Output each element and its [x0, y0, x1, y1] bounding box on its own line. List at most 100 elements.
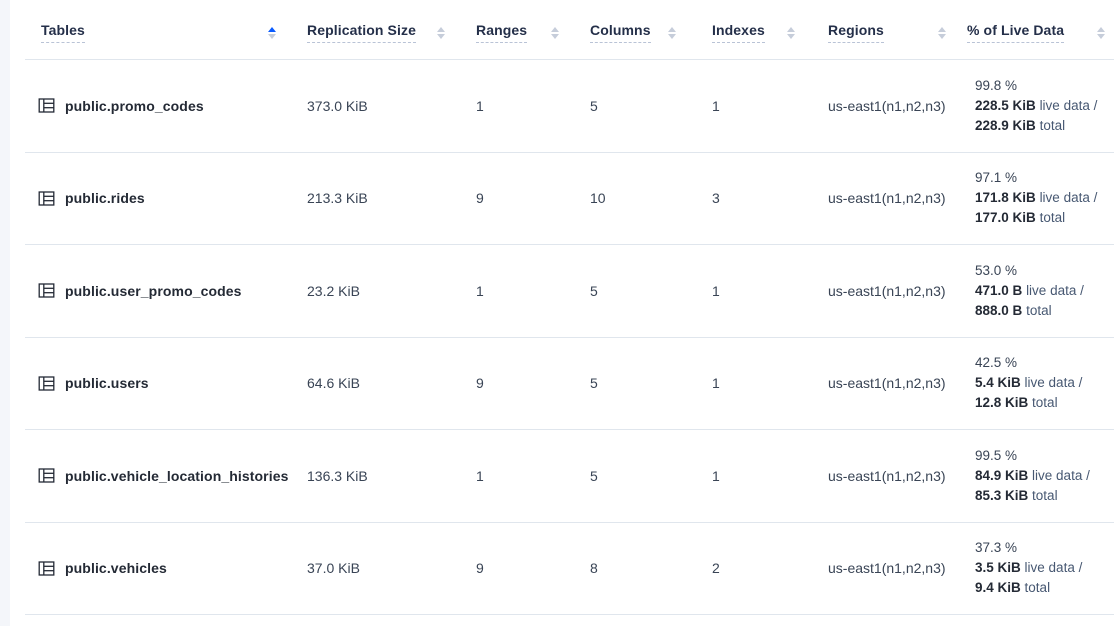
table-name-link[interactable]: public.vehicle_location_histories	[65, 467, 289, 484]
indexes-cell: 1	[712, 467, 720, 484]
total-data-size-line: 888.0 B total	[975, 302, 1052, 318]
live-data-size-line: 228.5 KiB live data /	[975, 97, 1098, 113]
replication-size-cell: 23.2 KiB	[307, 282, 360, 299]
column-header-regions[interactable]: Regions	[828, 22, 967, 43]
regions-cell: us-east1(n1,n2,n3)	[828, 282, 946, 299]
columns-cell: 5	[590, 282, 598, 299]
replication-size-cell: 136.3 KiB	[307, 467, 368, 484]
column-header-label[interactable]: % of Live Data	[967, 22, 1065, 43]
total-data-size-line: 9.4 KiB total	[975, 580, 1051, 596]
table-header-row: Tables Replication Size Ranges Columns I…	[25, 0, 1114, 60]
sort-desc-arrow-icon	[551, 33, 559, 39]
table-grid-icon	[38, 282, 55, 299]
table-name-link[interactable]: public.user_promo_codes	[65, 282, 242, 299]
total-data-size-line: 85.3 KiB total	[975, 487, 1058, 503]
ranges-cell: 9	[476, 560, 484, 577]
table-name-link[interactable]: public.promo_codes	[65, 97, 204, 114]
ranges-cell: 1	[476, 467, 484, 484]
table-name-cell: public.rides	[25, 190, 307, 207]
regions-cell: us-east1(n1,n2,n3)	[828, 467, 946, 484]
live-data-cell: 53.0 % 471.0 B live data / 888.0 B total	[967, 261, 1114, 321]
columns-cell: 5	[590, 467, 598, 484]
sort-desc-arrow-icon	[437, 33, 445, 39]
live-data-cell: 42.5 % 5.4 KiB live data / 12.8 KiB tota…	[967, 353, 1114, 413]
live-data-cell: 99.5 % 84.9 KiB live data / 85.3 KiB tot…	[967, 446, 1114, 506]
column-header-columns[interactable]: Columns	[590, 22, 712, 43]
column-header-label[interactable]: Columns	[590, 22, 651, 43]
sort-desc-arrow-icon	[1097, 33, 1105, 39]
ranges-cell: 9	[476, 190, 484, 207]
sort-icon[interactable]	[551, 26, 559, 39]
column-header-replication-size[interactable]: Replication Size	[307, 22, 476, 43]
live-data-size-line: 471.0 B live data /	[975, 282, 1084, 298]
table-row: public.promo_codes 373.0 KiB 1 5 1 us-ea…	[25, 60, 1114, 153]
sort-asc-arrow-icon	[1097, 26, 1105, 32]
column-header-label[interactable]: Indexes	[712, 22, 765, 43]
page-left-gutter	[0, 0, 10, 626]
sort-asc-arrow-icon	[938, 26, 946, 32]
column-header-percent-live-data[interactable]: % of Live Data	[967, 22, 1114, 43]
table-row: public.vehicle_location_histories 136.3 …	[25, 430, 1114, 523]
live-data-percent: 37.3 %	[975, 540, 1018, 556]
sort-icon[interactable]	[787, 26, 795, 39]
indexes-cell: 1	[712, 375, 720, 392]
ranges-cell: 1	[476, 282, 484, 299]
indexes-cell: 1	[712, 97, 720, 114]
sort-icon[interactable]	[938, 26, 946, 39]
live-data-percent: 99.5 %	[975, 447, 1018, 463]
total-data-size-line: 12.8 KiB total	[975, 395, 1058, 411]
table-name-link[interactable]: public.vehicles	[65, 560, 167, 577]
live-data-cell: 99.8 % 228.5 KiB live data / 228.9 KiB t…	[967, 76, 1114, 136]
column-header-ranges[interactable]: Ranges	[476, 22, 590, 43]
sort-desc-arrow-icon	[787, 33, 795, 39]
table-row: public.user_promo_codes 23.2 KiB 1 5 1 u…	[25, 245, 1114, 338]
column-header-label[interactable]: Ranges	[476, 22, 528, 43]
live-data-cell: 97.1 % 171.8 KiB live data / 177.0 KiB t…	[967, 168, 1114, 228]
table-name-cell: public.vehicles	[25, 560, 307, 577]
sort-icon[interactable]	[268, 26, 276, 39]
regions-cell: us-east1(n1,n2,n3)	[828, 97, 946, 114]
table-grid-icon	[38, 467, 55, 484]
columns-cell: 10	[590, 190, 606, 207]
sort-icon[interactable]	[437, 26, 445, 39]
sort-asc-arrow-icon	[787, 26, 795, 32]
table-name-cell: public.user_promo_codes	[25, 282, 307, 299]
table-row: public.vehicles 37.0 KiB 9 8 2 us-east1(…	[25, 523, 1114, 615]
column-header-label[interactable]: Tables	[41, 22, 85, 43]
indexes-cell: 1	[712, 282, 720, 299]
table-name-link[interactable]: public.users	[65, 375, 149, 392]
live-data-size-line: 171.8 KiB live data /	[975, 190, 1098, 206]
replication-size-cell: 373.0 KiB	[307, 97, 368, 114]
sort-icon[interactable]	[1097, 26, 1105, 39]
live-data-size-line: 84.9 KiB live data /	[975, 467, 1090, 483]
replication-size-cell: 64.6 KiB	[307, 375, 360, 392]
live-data-percent: 99.8 %	[975, 77, 1018, 93]
regions-cell: us-east1(n1,n2,n3)	[828, 375, 946, 392]
sort-desc-arrow-icon	[268, 33, 276, 39]
column-header-label[interactable]: Regions	[828, 22, 884, 43]
sort-icon[interactable]	[668, 26, 676, 39]
table-grid-icon	[38, 97, 55, 114]
columns-cell: 8	[590, 560, 598, 577]
table-row: public.users 64.6 KiB 9 5 1 us-east1(n1,…	[25, 338, 1114, 430]
columns-cell: 5	[590, 97, 598, 114]
regions-cell: us-east1(n1,n2,n3)	[828, 560, 946, 577]
live-data-size-line: 3.5 KiB live data /	[975, 560, 1083, 576]
column-header-indexes[interactable]: Indexes	[712, 22, 828, 43]
table-name-cell: public.vehicle_location_histories	[25, 467, 307, 484]
indexes-cell: 2	[712, 560, 720, 577]
live-data-percent: 97.1 %	[975, 170, 1018, 186]
table-name-link[interactable]: public.rides	[65, 190, 145, 207]
table-grid-icon	[38, 190, 55, 207]
table-row: public.rides 213.3 KiB 9 10 3 us-east1(n…	[25, 153, 1114, 245]
live-data-size-line: 5.4 KiB live data /	[975, 375, 1083, 391]
column-header-label[interactable]: Replication Size	[307, 22, 416, 43]
live-data-percent: 53.0 %	[975, 262, 1018, 278]
table-grid-icon	[38, 375, 55, 392]
sort-desc-arrow-icon	[938, 33, 946, 39]
table-body: public.promo_codes 373.0 KiB 1 5 1 us-ea…	[25, 60, 1114, 615]
columns-cell: 5	[590, 375, 598, 392]
replication-size-cell: 37.0 KiB	[307, 560, 360, 577]
column-header-tables[interactable]: Tables	[25, 22, 307, 43]
sort-asc-arrow-icon	[668, 26, 676, 32]
